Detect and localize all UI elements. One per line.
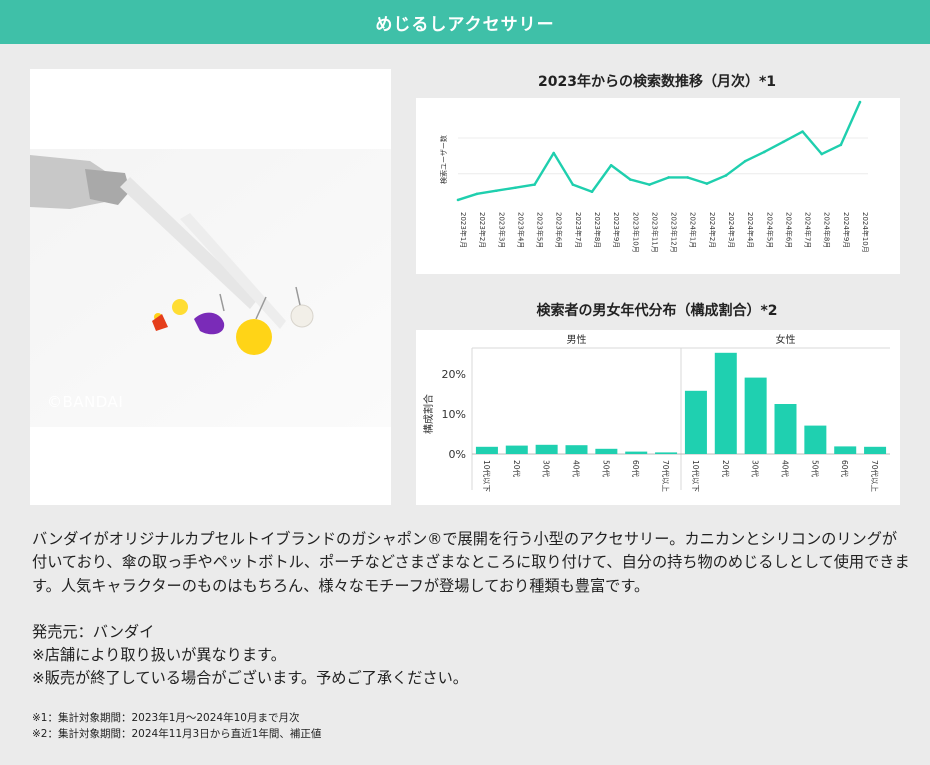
trend-point xyxy=(858,100,862,104)
trend-point xyxy=(648,183,651,186)
trend-series-line xyxy=(457,101,862,202)
dist-x-tick: 60代 xyxy=(631,460,641,478)
dist-bar xyxy=(475,446,498,454)
dist-x-tick: 30代 xyxy=(542,460,552,478)
dist-y-tick: 10% xyxy=(442,408,466,421)
dist-x-tick: 50代 xyxy=(810,460,820,478)
dist-group-label: 男性 xyxy=(567,333,587,346)
dist-x-tick: 30代 xyxy=(751,460,761,478)
dist-y-label: 構成割合 xyxy=(422,394,435,434)
trend-x-tick: 2024年4月 xyxy=(746,212,755,248)
trend-point xyxy=(743,159,747,163)
trend-x-tick: 2023年4月 xyxy=(516,212,525,248)
dist-x-tick: 20代 xyxy=(512,460,522,478)
trend-point xyxy=(782,140,785,144)
trend-x-tick: 2024年2月 xyxy=(708,212,717,248)
trend-x-tick: 2023年3月 xyxy=(497,212,506,248)
trend-x-tick: 2023年11月 xyxy=(650,212,659,253)
page-title: めじるしアクセサリー xyxy=(375,14,555,35)
trend-point xyxy=(801,130,804,133)
dist-chart-title: 検索者の男女年代分布（構成割合）*2 xyxy=(536,303,778,319)
dist-x-tick: 60代 xyxy=(840,460,850,478)
trend-x-tick: 2023年1月 xyxy=(459,212,468,248)
product-image xyxy=(30,69,391,505)
trend-y-label: 検索ユーザー数 xyxy=(439,135,448,184)
dist-y-tick: 20% xyxy=(442,368,466,381)
dist-bar xyxy=(804,425,827,454)
notes: 発売元：バンダイ ※店舗により取り扱いが異なります。 ※販売が終了している場合が… xyxy=(32,621,468,690)
photo-credit: ©BANDAI xyxy=(47,393,124,411)
trend-x-tick: 2023年7月 xyxy=(574,212,583,248)
dist-chart-svg: 男性 女性 0% 10% 20% 構成割合 10代以下 20代 30代 40代 50代 60代 70代以… xyxy=(422,333,890,493)
trend-point xyxy=(839,143,843,147)
dist-x-tick: 10代以下 xyxy=(482,460,492,493)
trend-x-tick: 2024年6月 xyxy=(784,212,793,248)
trend-point xyxy=(705,182,709,185)
trend-x-tick: 2023年2月 xyxy=(478,212,487,248)
dist-bar xyxy=(565,445,588,454)
footnotes: ※1：集計対象期間：2023年1月～2024年10月まで月次 ※2：集計対象期間… xyxy=(32,710,321,742)
trend-point xyxy=(609,163,613,167)
dist-y-tick: 0% xyxy=(449,448,466,461)
trend-x-tick: 2023年5月 xyxy=(536,212,545,248)
store-note: ※店舗により取り扱いが異なります。 xyxy=(32,646,286,664)
dist-x-tick: 10代以下 xyxy=(691,460,701,493)
trend-point xyxy=(533,183,536,186)
dist-x-tick: 20代 xyxy=(721,460,731,478)
trend-x-tick: 2023年6月 xyxy=(555,212,564,248)
trend-point xyxy=(686,176,690,179)
dist-bar xyxy=(774,404,797,454)
dist-bar xyxy=(834,446,857,454)
trend-x-tick: 2024年8月 xyxy=(823,212,832,248)
dist-bar xyxy=(595,448,618,454)
trend-x-tick: 2023年9月 xyxy=(612,212,621,248)
trend-point xyxy=(590,190,594,194)
dist-x-tick: 50代 xyxy=(601,460,611,478)
trend-point xyxy=(724,174,728,177)
trend-x-tick: 2024年5月 xyxy=(765,212,774,248)
sales-note: ※販売が終了している場合がございます。予めご了承ください。 xyxy=(32,669,468,687)
page-header: めじるしアクセサリー xyxy=(0,0,930,44)
trend-point xyxy=(514,186,517,189)
trend-point xyxy=(456,198,460,202)
dist-bar xyxy=(744,377,767,454)
maker-note: 発売元：バンダイ xyxy=(32,623,155,641)
dist-bar xyxy=(864,446,887,454)
trend-point xyxy=(628,178,632,181)
trend-x-tick: 2024年1月 xyxy=(689,212,698,248)
trend-chart-title: 2023年からの検索数推移（月次）*1 xyxy=(537,74,777,90)
dist-bar xyxy=(684,390,707,454)
trend-chart-svg: 検索ユーザー数 2023年1月 2023年2月 2023年3月 2023年4月 2023年… xyxy=(439,100,870,253)
trend-x-tick: 2023年10月 xyxy=(631,212,640,253)
trend-point xyxy=(494,189,498,193)
trend-point xyxy=(820,152,824,156)
dist-bar xyxy=(505,445,528,454)
dist-x-tick: 40代 xyxy=(781,460,791,478)
dist-x-tick: 40代 xyxy=(572,460,582,478)
trend-x-tick: 2024年10月 xyxy=(861,212,870,253)
dist-bar xyxy=(655,452,678,454)
dist-bar xyxy=(625,451,648,454)
dist-x-tick: 70代以上 xyxy=(870,460,880,493)
dist-chart: 男性 女性 0% 10% 20% 構成割合 10代以下 20代 30代 40代 50代 60代 70代以… xyxy=(416,330,900,505)
trend-point xyxy=(667,176,670,179)
product-description: バンダイがオリジナルカプセルトイブランドのガシャポン®で展開を行う小型のアクセサ… xyxy=(32,530,910,595)
trend-x-tick: 2023年12月 xyxy=(670,212,679,253)
trend-point xyxy=(762,150,766,154)
trend-x-tick: 2024年3月 xyxy=(727,212,736,248)
dist-x-tick: 70代以上 xyxy=(661,460,671,493)
dist-group-label: 女性 xyxy=(776,333,796,346)
trend-point xyxy=(571,183,575,186)
trend-x-tick: 2024年9月 xyxy=(842,212,851,248)
trend-x-tick: 2024年7月 xyxy=(804,212,813,248)
dist-bar xyxy=(714,352,737,454)
footnote-2: ※2：集計対象期間：2024年11月3日から直近1年間、補正値 xyxy=(32,728,322,740)
footnote-1: ※1：集計対象期間：2023年1月～2024年10月まで月次 xyxy=(32,712,300,724)
trend-chart: 検索ユーザー数 2023年1月 2023年2月 2023年3月 2023年4月 2023年… xyxy=(416,98,900,274)
dist-bar xyxy=(535,444,558,454)
trend-point xyxy=(552,151,556,155)
trend-point xyxy=(475,192,479,196)
product-photo: ©BANDAI xyxy=(30,69,391,505)
trend-x-tick: 2023年8月 xyxy=(593,212,602,248)
